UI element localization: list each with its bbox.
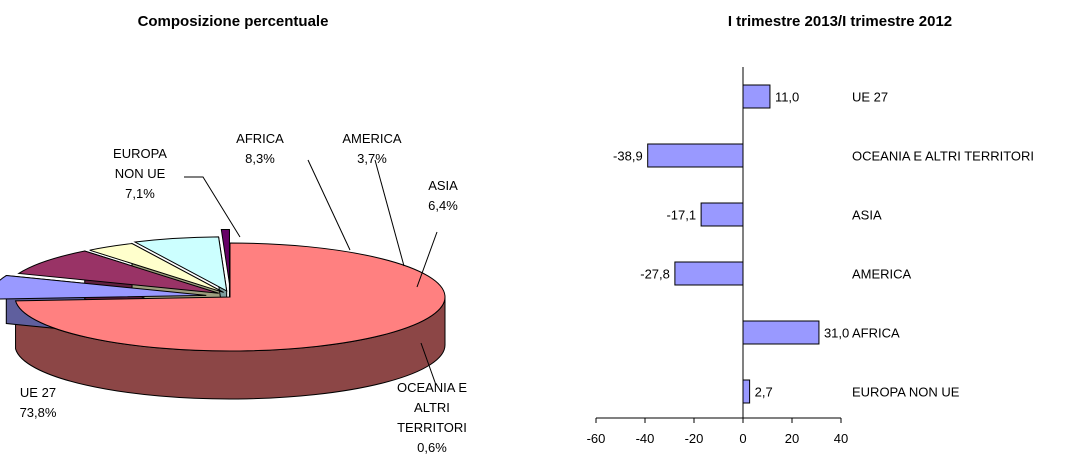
pie-label-america: AMERICA 3,7% xyxy=(342,131,402,166)
pie-category-label: AMERICA xyxy=(342,131,402,146)
pie-slice-ue-27 xyxy=(14,242,446,352)
pie-slice-america xyxy=(89,243,224,293)
pie-category-label: ALTRI xyxy=(414,400,450,415)
pie-slice-asia xyxy=(133,236,228,292)
pie-label-asia: ASIA 6,4% xyxy=(428,178,458,213)
bar-value-label-asia: -17,1 xyxy=(666,208,696,223)
pie-label-oceania-e-altri-territori: OCEANIA E ALTRI TERRITORI 0,6% xyxy=(397,380,467,455)
x-tick-label: 0 xyxy=(739,431,746,446)
bar-category-label-america: AMERICA xyxy=(852,267,912,282)
bar-value-label-africa: 31,0 xyxy=(824,326,849,341)
bar-value-label-ue-27: 11,0 xyxy=(775,90,799,105)
x-tick-label: 40 xyxy=(834,431,848,446)
leader-line-oceania-e-altri-territori xyxy=(420,342,437,386)
x-tick-label: 20 xyxy=(785,431,799,446)
pie-slice-europa-non-ue xyxy=(0,275,207,300)
pie-value-label: 6,4% xyxy=(428,198,458,213)
pie-category-label: EUROPA xyxy=(113,146,167,161)
pie-category-label: UE 27 xyxy=(20,385,56,400)
bar-ue-27 xyxy=(742,84,771,109)
x-tick-label: -60 xyxy=(587,431,606,446)
leader-line-africa xyxy=(307,159,351,251)
pie-category-label: AFRICA xyxy=(236,131,284,146)
leader-line-asia xyxy=(416,231,438,288)
bar-value-label-europa-non-ue: 2,7 xyxy=(755,385,773,400)
bar-value-label-oceania-e-altri-territori: -38,9 xyxy=(613,149,643,164)
bar-oceania-e-altri-territori xyxy=(647,143,744,168)
pie-slice-africa xyxy=(17,250,219,294)
bar-category-label-ue-27: UE 27 xyxy=(852,90,888,105)
pie-value-label: 73,8% xyxy=(20,405,57,420)
pie-label-ue-27: UE 27 73,8% xyxy=(20,385,57,420)
leader-line-america xyxy=(374,159,405,267)
bar-europa-non-ue xyxy=(742,379,751,404)
pie-value-label: 0,6% xyxy=(417,440,447,455)
leader-line-europa-non-ue xyxy=(184,176,241,238)
pie-value-label: 8,3% xyxy=(245,151,275,166)
bar-asia xyxy=(700,202,744,227)
pie-slice-oceania-e-altri-territori xyxy=(220,229,230,284)
pie-label-europa-non-ue: EUROPA NON UE 7,1% xyxy=(113,146,167,201)
pie-chart-title: Composizione percentuale xyxy=(138,13,329,30)
x-tick-label: -20 xyxy=(685,431,704,446)
bar-africa xyxy=(742,320,820,345)
pie-category-label: TERRITORI xyxy=(397,420,467,435)
pie-value-label: 3,7% xyxy=(357,151,387,166)
pie-chart: UE 27 73,8% EUROPA NON UE 7,1% AFRICA 8,3% AMER… xyxy=(0,131,467,455)
bar-category-label-oceania-e-altri-territori: OCEANIA E ALTRI TERRITORI xyxy=(852,149,1034,164)
bar-chart: -60 -40 -20 0 20 40 11,0 UE 27 -38,9 OCEANIA E AL… xyxy=(587,67,1034,446)
pie-category-label: NON UE xyxy=(115,166,166,181)
pie-value-label: 7,1% xyxy=(125,186,155,201)
pie-label-africa: AFRICA 8,3% xyxy=(236,131,284,166)
bar-america xyxy=(674,261,744,286)
bar-category-label-asia: ASIA xyxy=(852,208,882,223)
pie-category-label: ASIA xyxy=(428,178,458,193)
bar-chart-title: I trimestre 2013/I trimestre 2012 xyxy=(728,13,952,30)
pie-category-label: OCEANIA E xyxy=(397,380,467,395)
bar-value-label-america: -27,8 xyxy=(640,267,670,282)
bar-category-label-africa: AFRICA xyxy=(852,326,900,341)
bar-category-label-europa-non-ue: EUROPA NON UE xyxy=(852,385,960,400)
x-tick-label: -40 xyxy=(636,431,655,446)
